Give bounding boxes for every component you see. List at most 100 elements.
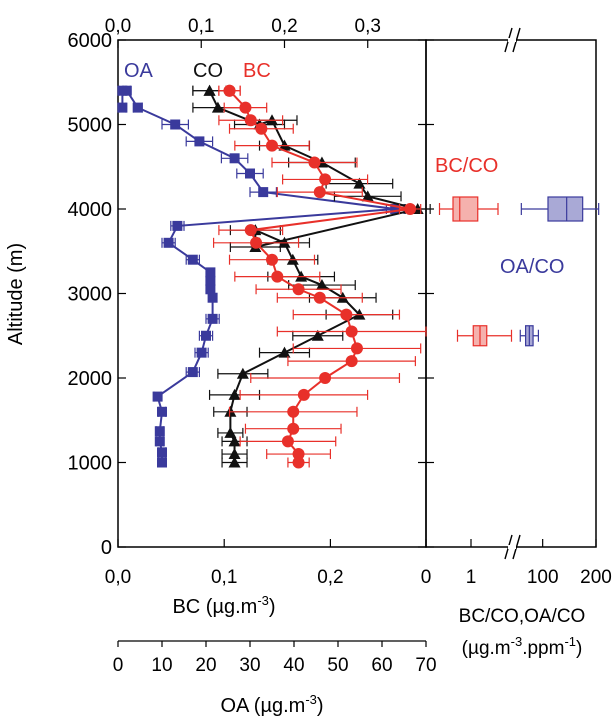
co-marker (228, 388, 241, 400)
bc-marker (313, 186, 326, 199)
oa-marker (152, 391, 163, 402)
oa-axis: 0 10 20 30 40 50 60 70 (113, 640, 437, 676)
bc-marker (239, 101, 252, 114)
bc-co-box (452, 196, 479, 222)
co-marker (228, 448, 241, 460)
bc-marker (223, 84, 236, 97)
bc-marker (244, 224, 257, 237)
right-plot-frame (425, 39, 597, 548)
oa-marker (187, 254, 198, 265)
ratio-tick-label: 100 (527, 567, 559, 588)
oa-marker (132, 102, 143, 113)
y-tick-label: 3000 (68, 284, 113, 306)
co-marker (361, 190, 374, 202)
oa-marker (154, 436, 165, 447)
ratio-axis-label: BC/CO,OA/CO (459, 606, 586, 627)
bc-marker (250, 236, 263, 249)
oa-marker (117, 85, 128, 96)
oa-marker (245, 168, 255, 179)
co-tick-label: 0,1 (188, 16, 214, 37)
oa-tick-label: 40 (283, 655, 304, 676)
bc-marker (345, 325, 358, 338)
co-marker (311, 329, 324, 341)
bc-marker (244, 114, 257, 127)
y-tick-label: 1000 (68, 453, 113, 475)
bc-marker (287, 405, 300, 418)
series-layer (117, 84, 431, 469)
ratio-box-layer (438, 196, 600, 347)
bc-marker (292, 456, 305, 469)
co-marker (353, 177, 366, 189)
oa-marker (172, 220, 183, 231)
co-marker (203, 84, 216, 96)
bc-marker (266, 139, 278, 152)
bc-marker (340, 308, 353, 321)
legend-label-oa: OA (124, 60, 154, 82)
oa-tick-label: 10 (151, 655, 172, 676)
y-axis-ticks: 0 1000 2000 3000 4000 5000 6000 (68, 30, 434, 559)
oa-tick-label: 30 (239, 655, 260, 676)
oa-marker (157, 447, 167, 458)
bc-marker (313, 291, 326, 304)
ratio-axis-units: (µg.m-3.ppm-1) (462, 634, 583, 659)
oa-marker (229, 153, 240, 164)
bc-marker (319, 372, 332, 384)
bc-tick-label: 0,0 (105, 567, 131, 588)
bc-tick-label: 0,2 (317, 567, 343, 588)
co-marker (228, 456, 241, 468)
y-tick-label: 4000 (68, 199, 113, 221)
oa-marker (157, 406, 167, 417)
y-tick-label: 0 (101, 537, 112, 559)
oa-tick-label: 70 (415, 655, 436, 676)
bc-marker (404, 203, 417, 215)
bc-marker (319, 173, 332, 186)
ratio-tick-label: 200 (580, 567, 612, 588)
oa-marker (187, 367, 198, 378)
axis-break-gap (508, 545, 516, 549)
oa-axis-label: OA (µg.m-3) (220, 692, 323, 717)
axis-break-gap (508, 38, 516, 42)
axis-break-mark (512, 27, 521, 53)
oa-marker (390, 204, 401, 214)
oa-marker (258, 187, 269, 198)
co-tick-label: 0,0 (105, 16, 131, 37)
y-axis-label: Altitude (m) (5, 243, 27, 345)
legend-label-bc: BC (243, 60, 271, 82)
co-marker (224, 426, 237, 438)
ratio-axis-ticks: 0 1 100 200 (421, 539, 612, 588)
oa-marker (207, 292, 218, 303)
bc-marker (281, 435, 294, 448)
oa-marker (205, 267, 216, 278)
axis-break-marks (504, 27, 521, 560)
oa-marker (205, 275, 216, 286)
co-marker (236, 367, 249, 379)
bc-marker (292, 448, 305, 461)
oa-marker (117, 102, 128, 113)
oa-marker (157, 457, 167, 468)
oa-tick-label: 50 (327, 655, 348, 676)
co-marker (278, 346, 291, 358)
bc-marker (287, 422, 300, 435)
oa-marker (170, 119, 181, 130)
y-tick-label: 6000 (68, 30, 113, 52)
bc-marker (292, 283, 305, 296)
y-tick-label: 2000 (68, 368, 113, 390)
oa-marker (196, 347, 207, 358)
oa-marker (163, 237, 174, 248)
co-tick-label: 0,3 (355, 16, 381, 37)
co-tick-label: 0,2 (271, 16, 297, 37)
co-marker (211, 101, 224, 113)
bc-marker (255, 122, 268, 135)
oa-tick-label: 60 (371, 655, 392, 676)
ratio-tick-label: 1 (466, 567, 477, 588)
oa-co-box (547, 196, 584, 222)
annotation-oa-co: OA/CO (500, 256, 564, 278)
bc-marker (271, 270, 284, 283)
bc-axis-ticks: 0,0 0,1 0,2 (105, 539, 344, 588)
bc-marker (345, 355, 358, 368)
oa-marker (205, 284, 216, 295)
co-axis-ticks: 0,0 0,1 0,2 0,3 (105, 16, 381, 48)
bc-marker (266, 253, 278, 266)
co-marker (315, 279, 328, 291)
